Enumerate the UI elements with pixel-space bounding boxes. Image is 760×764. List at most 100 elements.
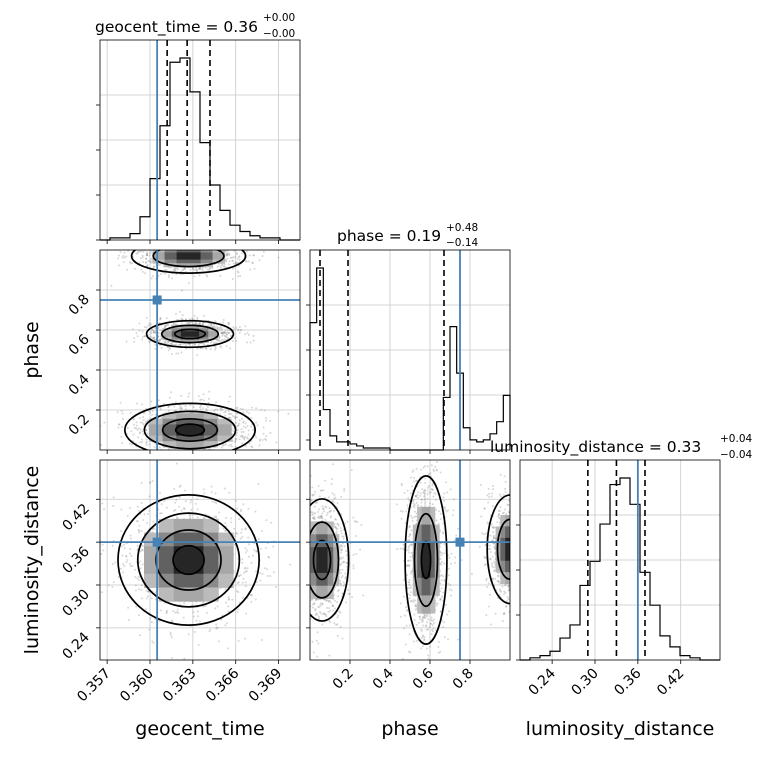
sample-point (226, 254, 228, 256)
sample-point (336, 530, 338, 532)
sample-point (246, 261, 248, 263)
sample-point (351, 596, 353, 598)
sample-point (147, 264, 149, 266)
sample-point (230, 335, 232, 337)
sample-point (265, 547, 267, 549)
sample-point (190, 499, 192, 501)
sample-point (240, 532, 242, 534)
sample-point (218, 340, 220, 342)
sample-point (159, 446, 161, 448)
sample-point (442, 553, 444, 555)
sample-point (396, 548, 398, 550)
sample-point (336, 617, 338, 619)
sample-point (247, 438, 249, 440)
sample-point (259, 259, 261, 261)
sample-point (141, 403, 143, 405)
sample-point (129, 563, 131, 565)
sample-point (319, 611, 321, 613)
sample-point (177, 268, 179, 270)
sample-point (344, 573, 346, 575)
sample-point (432, 483, 434, 485)
sample-point (343, 538, 345, 540)
sample-point (322, 603, 324, 605)
sample-point (236, 508, 238, 510)
sample-point (417, 497, 419, 499)
sample-point (250, 417, 252, 419)
sample-point (321, 512, 323, 514)
sample-point (199, 322, 201, 324)
sample-point (235, 422, 237, 424)
sample-point (207, 406, 209, 408)
sample-point (340, 496, 342, 498)
sample-point (198, 395, 200, 397)
sample-point (236, 416, 238, 418)
sample-point (244, 528, 246, 530)
sample-point (166, 507, 168, 509)
sample-point (243, 438, 245, 440)
sample-point (203, 399, 205, 401)
sample-point (228, 410, 230, 412)
sample-point (232, 440, 234, 442)
density-cell (176, 441, 190, 447)
density-cell (316, 560, 322, 573)
sample-point (258, 444, 260, 446)
sample-point (164, 326, 166, 328)
sample-point (203, 315, 205, 317)
density-cell (174, 546, 189, 560)
sample-point (168, 349, 170, 351)
sample-point (171, 353, 173, 355)
sample-point (159, 339, 161, 341)
sample-point (412, 520, 414, 522)
sample-point (446, 491, 448, 493)
sample-point (152, 410, 154, 412)
sample-point (333, 510, 335, 512)
sample-point (141, 482, 143, 484)
sample-point (137, 335, 139, 337)
sample-point (225, 517, 227, 519)
sample-point (323, 612, 325, 614)
sample-point (340, 612, 342, 614)
sample-point (249, 269, 251, 271)
sample-point (266, 568, 268, 570)
sample-point (322, 489, 324, 491)
sample-point (159, 329, 161, 331)
sample-point (220, 346, 222, 348)
sample-point (336, 601, 338, 603)
sample-point (236, 407, 238, 409)
sample-point (141, 338, 143, 340)
sample-point (334, 600, 336, 602)
sample-point (241, 418, 243, 420)
sample-point (173, 269, 175, 271)
sample-point (340, 548, 342, 550)
sample-point (142, 564, 144, 566)
sample-point (196, 317, 198, 319)
sample-point (312, 495, 314, 497)
sample-point (142, 416, 144, 418)
sample-point (238, 518, 240, 520)
sample-point (215, 623, 217, 625)
sample-point (256, 424, 258, 426)
sample-point (230, 444, 232, 446)
sample-point (337, 590, 339, 592)
sample-point (146, 522, 148, 524)
sample-point (138, 525, 140, 527)
sample-point (332, 463, 334, 465)
sample-point (174, 612, 176, 614)
sample-point (353, 554, 355, 556)
sample-point (452, 514, 454, 516)
sample-point (327, 512, 329, 514)
sample-point (320, 602, 322, 604)
sample-point (255, 599, 257, 601)
sample-point (122, 412, 124, 414)
sample-point (260, 548, 262, 550)
sample-point (138, 323, 140, 325)
sample-point (320, 490, 322, 492)
sample-point (260, 409, 262, 411)
sample-point (325, 614, 327, 616)
sample-point (329, 507, 331, 509)
sample-point (321, 505, 323, 507)
sample-point (143, 513, 145, 515)
sample-point (129, 548, 131, 550)
sample-point (329, 610, 331, 612)
sample-point (340, 530, 342, 532)
